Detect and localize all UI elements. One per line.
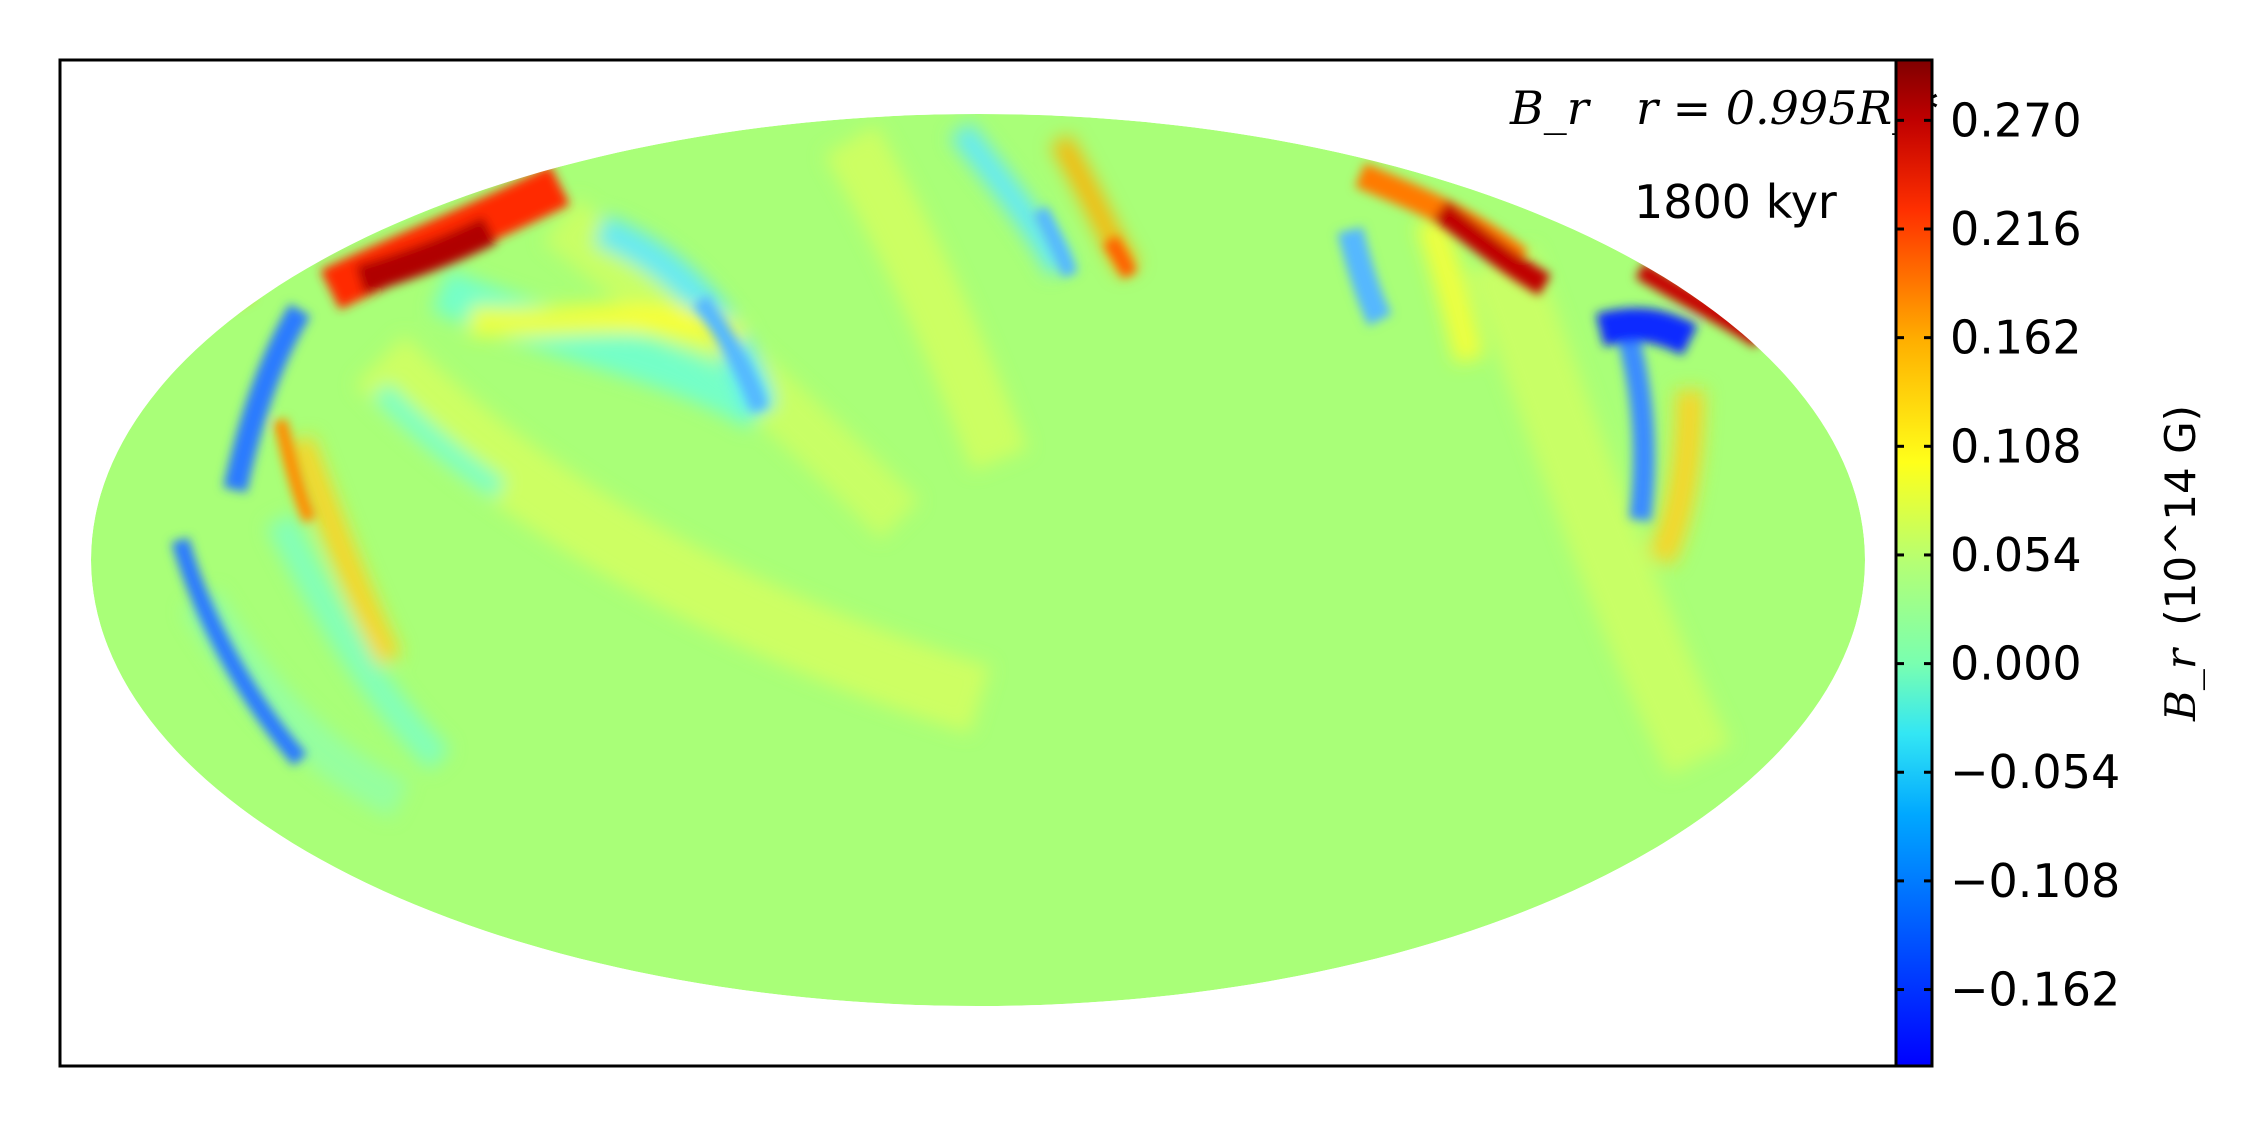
radius-label: r = 0.995R_* bbox=[1636, 81, 1938, 135]
mollweide-map bbox=[91, 114, 1865, 1006]
colorbar-tick-label: −0.108 bbox=[1950, 854, 2120, 908]
colorbar-tick-label: 0.270 bbox=[1950, 93, 2082, 147]
quantity-label: B_r bbox=[1509, 81, 1592, 135]
colorbar-label: B_r (10^14 G) bbox=[2156, 405, 2205, 722]
colorbar: 0.270 0.216 0.162 0.108 0.054 0.000 −0.054 −0.1… bbox=[1894, 58, 2205, 1068]
colorbar-tick-label: 0.000 bbox=[1950, 637, 2082, 691]
colorbar-scale bbox=[1894, 58, 1934, 1068]
colorbar-tick-label: −0.054 bbox=[1950, 745, 2120, 799]
colorbar-label-unit: (10^14 G) bbox=[2156, 405, 2205, 626]
colorbar-tick-label: 0.216 bbox=[1950, 202, 2082, 256]
colorbar-ticks: 0.270 0.216 0.162 0.108 0.054 0.000 −0.054 −0.1… bbox=[1896, 93, 2120, 1017]
colorbar-label-symbol: B_r bbox=[2156, 646, 2205, 722]
colorbar-tick-label: −0.162 bbox=[1950, 963, 2120, 1017]
time-label: 1800 kyr bbox=[1634, 175, 1837, 229]
colorbar-tick-label: 0.108 bbox=[1950, 419, 2082, 473]
colorbar-tick-label: 0.054 bbox=[1950, 528, 2082, 582]
colorbar-tick-label: 0.162 bbox=[1950, 311, 2082, 365]
